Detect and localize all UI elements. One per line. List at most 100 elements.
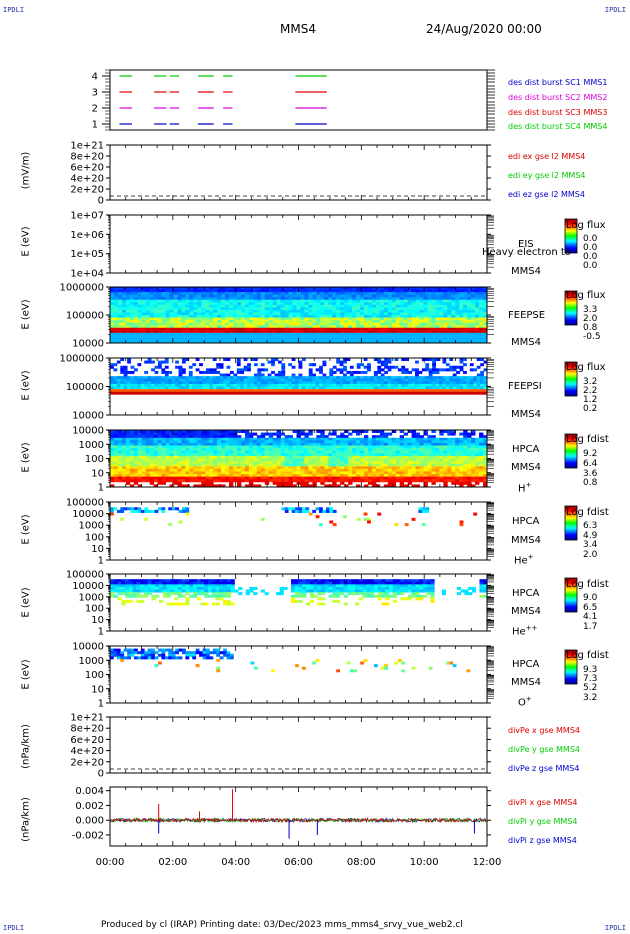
feepse-cell	[300, 294, 305, 298]
feepse-cell	[383, 330, 389, 334]
hpca-h-cell	[169, 437, 174, 441]
feepse-cell	[296, 320, 301, 324]
feepse-cell	[463, 327, 468, 331]
feepse-cell	[153, 330, 159, 334]
hpca-h-cell	[181, 474, 186, 478]
feepse-cell	[201, 315, 206, 318]
feepse-cell	[288, 330, 293, 334]
hpca-h-cell	[173, 481, 178, 485]
hpca-h-cell	[371, 471, 377, 475]
feepsi-cell	[120, 383, 125, 387]
feepse-cell	[276, 312, 282, 316]
feepse-cell	[328, 327, 333, 331]
feepse-cell	[213, 317, 218, 321]
feepse-cell	[451, 320, 456, 324]
hpca-h-cell	[324, 445, 329, 449]
hpca-h-cell	[221, 476, 226, 480]
hpca-h-cell	[125, 466, 131, 470]
hpca-h-cell	[360, 450, 365, 454]
feepse-cell	[459, 330, 464, 334]
hpca-h-cell	[110, 479, 115, 483]
feepse-cell	[225, 322, 230, 326]
feepse-cell	[244, 337, 250, 341]
hpca-h-cell	[117, 442, 123, 446]
hpca-h-cell	[165, 455, 170, 459]
hpca-h-cell	[137, 468, 143, 472]
feepse-cell	[324, 317, 329, 321]
hpca-h-cell	[205, 430, 210, 433]
hpca-h-cell	[383, 484, 389, 488]
hpca-h-cell	[121, 468, 127, 472]
hpca-h-cell	[244, 474, 250, 478]
hpca-h-cell	[133, 440, 139, 444]
feepsi-cell	[428, 389, 433, 393]
feepsi-cell	[408, 376, 412, 380]
feepse-cell	[479, 315, 484, 318]
feepse-cell	[395, 332, 401, 336]
hpca-h-cell	[379, 461, 385, 465]
feepsi-cell	[356, 389, 361, 393]
feepsi-cell	[370, 391, 375, 395]
feepse-cell	[133, 302, 139, 306]
hpca-h-cell	[363, 448, 369, 452]
feepse-cell	[260, 320, 266, 324]
feepse-cell	[113, 340, 119, 344]
feepsi-cell	[380, 360, 385, 364]
feepse-cell	[399, 289, 405, 293]
feepse-cell	[165, 330, 170, 334]
feepsi-cell	[387, 383, 392, 387]
feepsi-cell	[336, 386, 341, 390]
feepsi-cell	[339, 391, 344, 395]
hpca-h-cell	[217, 445, 222, 449]
feepse-cell	[304, 340, 309, 344]
feepse-cell	[197, 327, 202, 331]
hpca-h-cell	[113, 430, 119, 433]
hpca-h-cell	[256, 479, 262, 483]
hpca-h-cell	[256, 435, 262, 439]
feepse-cell	[110, 337, 115, 341]
hpca-h-cell	[288, 448, 293, 452]
edi-tick-label: 6e+20	[70, 163, 104, 174]
hpca-h-cell	[177, 448, 182, 452]
hpca-h-cell	[141, 453, 147, 457]
feepsi-cell	[336, 360, 341, 364]
feepse-cell	[423, 304, 428, 308]
feepsi-cell	[480, 391, 484, 395]
feepse-cell	[189, 297, 194, 301]
hpca-h-cell	[240, 474, 246, 478]
feepse-cell	[189, 325, 194, 329]
hpca-h-cell	[205, 463, 210, 467]
feepsi-cell	[195, 376, 200, 380]
feepse-cell	[387, 327, 393, 331]
feepse-cell	[244, 317, 250, 321]
feepse-cell	[229, 317, 234, 321]
feepse-cell	[399, 292, 405, 296]
feepse-cell	[292, 309, 297, 313]
feepse-cell	[348, 299, 353, 303]
feepse-cell	[435, 315, 440, 318]
feepsi-cell	[483, 381, 488, 385]
feepsi-cell	[411, 386, 416, 390]
feepse-cell	[356, 327, 361, 331]
feepse-cell	[423, 294, 428, 298]
feepsi-cell	[164, 358, 169, 361]
feepsi-cell	[199, 363, 203, 367]
feepse-cell	[157, 299, 162, 303]
feepse-cell	[260, 297, 266, 301]
feepse-cell	[268, 340, 274, 344]
hpca-h-cell	[229, 484, 234, 488]
feepsi-cell	[257, 386, 262, 390]
hpca-h-cell	[177, 461, 182, 465]
feepse-cell	[467, 289, 472, 293]
feepse-cell	[264, 302, 270, 306]
feepse-cell	[133, 332, 139, 336]
hpca-h-cell	[284, 476, 289, 480]
feepse-cell	[153, 335, 159, 339]
hpca-h-cell	[129, 479, 135, 483]
hpca-h-cell	[225, 476, 230, 480]
hpca-h-cell	[169, 471, 174, 475]
feepse-cell	[201, 317, 206, 321]
hpca-h-cell	[209, 484, 214, 488]
feepse-cell	[447, 330, 452, 334]
hpca-h-cell	[280, 471, 286, 475]
